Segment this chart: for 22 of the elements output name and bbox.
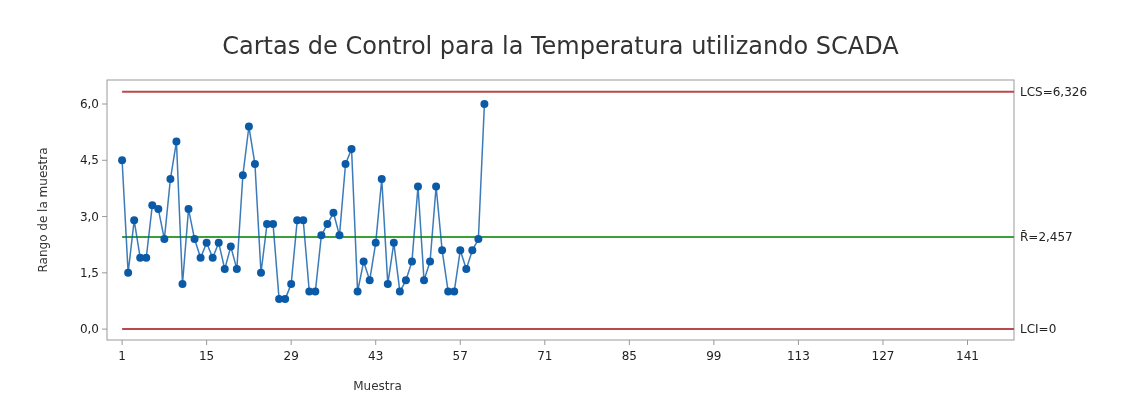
chart-title: Cartas de Control para la Temperatura utilizando SCADA — [222, 32, 900, 60]
y-tick-label: 4,5 — [79, 153, 99, 168]
y-tick-label: 1,5 — [79, 265, 99, 280]
x-tick-label: 29 — [283, 349, 299, 363]
x-tick-label: 113 — [786, 349, 810, 363]
x-tick-label: 85 — [621, 349, 637, 363]
ref-line-label: R̄=2,457 — [1020, 229, 1073, 244]
x-tick-label: 1 — [118, 349, 126, 363]
x-tick-label: 127 — [871, 349, 895, 363]
x-tick-label: 15 — [199, 349, 215, 363]
x-tick-label: 99 — [706, 349, 722, 363]
y-tick-label: 3,0 — [79, 209, 99, 224]
ref-line-label: LCS=6,326 — [1020, 84, 1088, 99]
x-tick-label: 57 — [452, 349, 468, 363]
y-tick-label: 0,0 — [79, 322, 99, 337]
x-tick-label: 71 — [537, 349, 553, 363]
y-axis-title: Rango de la muestra — [36, 147, 50, 273]
ref-line-label: LCI=0 — [1020, 322, 1057, 337]
x-axis-title: Muestra — [353, 379, 402, 393]
y-tick-label: 6,0 — [79, 97, 99, 112]
x-tick-label: 141 — [956, 349, 979, 363]
x-tick-label: 43 — [368, 349, 384, 363]
